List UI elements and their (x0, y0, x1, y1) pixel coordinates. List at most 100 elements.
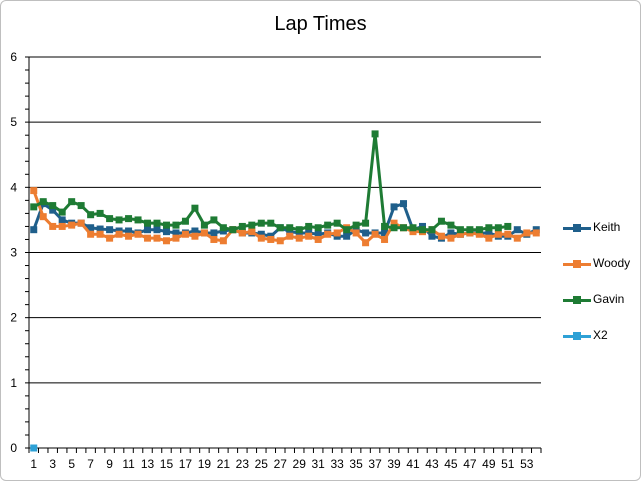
data-point-gavin (267, 219, 275, 227)
data-point-keith (106, 226, 114, 234)
data-point-keith (96, 225, 104, 233)
data-point-gavin (58, 208, 66, 216)
data-point-gavin (276, 224, 284, 232)
data-point-woody (96, 230, 104, 238)
legend-label: Keith (593, 220, 621, 234)
data-point-gavin (39, 198, 47, 206)
data-point-gavin (286, 224, 294, 232)
y-tick-label: 4 (10, 180, 17, 194)
x-tick-label: 25 (255, 457, 269, 471)
x-tick-label: 39 (387, 457, 401, 471)
data-point-woody (437, 232, 445, 240)
data-point-woody (210, 235, 218, 243)
x-tick-label: 17 (179, 457, 193, 471)
data-point-keith (49, 206, 57, 214)
data-point-x2 (30, 444, 38, 452)
data-point-gavin (96, 209, 104, 217)
legend-item-gavin: Gavin (563, 288, 638, 312)
data-point-gavin (125, 215, 133, 223)
data-point-woody (409, 228, 417, 236)
data-point-keith (314, 230, 322, 238)
x-tick-label: 29 (293, 457, 307, 471)
data-point-woody (333, 229, 341, 237)
data-point-woody (371, 230, 379, 238)
data-point-keith (362, 229, 370, 237)
data-point-woody (181, 230, 189, 238)
data-point-woody (362, 239, 370, 247)
data-point-woody (144, 234, 152, 242)
data-point-keith (191, 227, 199, 235)
data-point-woody (286, 232, 294, 240)
data-point-keith (30, 226, 38, 234)
legend-marker (573, 332, 581, 340)
data-point-woody (257, 234, 265, 242)
data-point-woody (87, 230, 95, 238)
y-tick-label: 6 (10, 50, 17, 64)
data-point-gavin (418, 226, 426, 234)
x-tick-label: 7 (87, 457, 94, 471)
data-point-gavin (248, 221, 256, 229)
data-point-keith (485, 229, 493, 237)
data-point-woody (494, 230, 502, 238)
data-point-woody (200, 229, 208, 237)
data-point-gavin (456, 226, 464, 234)
data-point-gavin (115, 216, 123, 224)
data-point-woody (134, 230, 142, 238)
y-tick-label: 0 (10, 441, 17, 455)
y-tick-label: 2 (10, 311, 17, 325)
data-point-gavin (87, 211, 95, 219)
data-point-gavin (409, 224, 417, 232)
legend-item-x2: X2 (563, 324, 638, 348)
data-point-woody (381, 235, 389, 243)
data-point-gavin (428, 226, 436, 234)
data-point-woody (267, 235, 275, 243)
data-point-gavin (504, 222, 512, 230)
data-point-woody (30, 187, 38, 195)
x-tick-label: 1 (30, 457, 37, 471)
data-point-gavin (68, 198, 76, 206)
x-tick-label: 5 (68, 457, 75, 471)
data-point-woody (390, 219, 398, 227)
x-tick-label: 51 (501, 457, 515, 471)
data-point-gavin (153, 219, 161, 227)
data-point-gavin (172, 221, 180, 229)
data-point-keith (125, 227, 133, 235)
data-point-gavin (390, 224, 398, 232)
data-point-keith (144, 226, 152, 234)
legend-marker (573, 224, 581, 232)
data-point-woody (305, 232, 313, 240)
y-tick-label: 1 (10, 376, 17, 390)
data-point-woody (314, 235, 322, 243)
data-point-woody (125, 232, 133, 240)
data-point-gavin (305, 222, 313, 230)
data-point-keith (428, 232, 436, 240)
data-point-keith (400, 200, 408, 208)
legend-label: X2 (593, 328, 608, 342)
legend-label: Woody (593, 256, 631, 270)
data-point-keith (58, 216, 66, 224)
data-point-gavin (400, 224, 408, 232)
data-point-woody (513, 234, 521, 242)
data-point-woody (58, 222, 66, 230)
data-point-gavin (437, 217, 445, 225)
x-tick-label: 27 (274, 457, 288, 471)
series-line-gavin (33, 132, 509, 232)
data-point-gavin (466, 226, 474, 234)
data-point-woody (523, 229, 531, 237)
x-tick-label: 49 (482, 457, 496, 471)
data-point-gavin (371, 130, 379, 138)
data-point-keith (162, 228, 170, 236)
x-tick-label: 47 (463, 457, 477, 471)
data-point-gavin (30, 203, 38, 211)
data-point-keith (447, 229, 455, 237)
data-point-woody (447, 234, 455, 242)
data-point-gavin (210, 216, 218, 224)
x-tick-label: 19 (198, 457, 212, 471)
data-point-keith (153, 226, 161, 234)
data-point-gavin (238, 222, 246, 230)
x-tick-label: 11 (122, 457, 135, 471)
data-point-keith (210, 229, 218, 237)
x-tick-label: 15 (160, 457, 174, 471)
